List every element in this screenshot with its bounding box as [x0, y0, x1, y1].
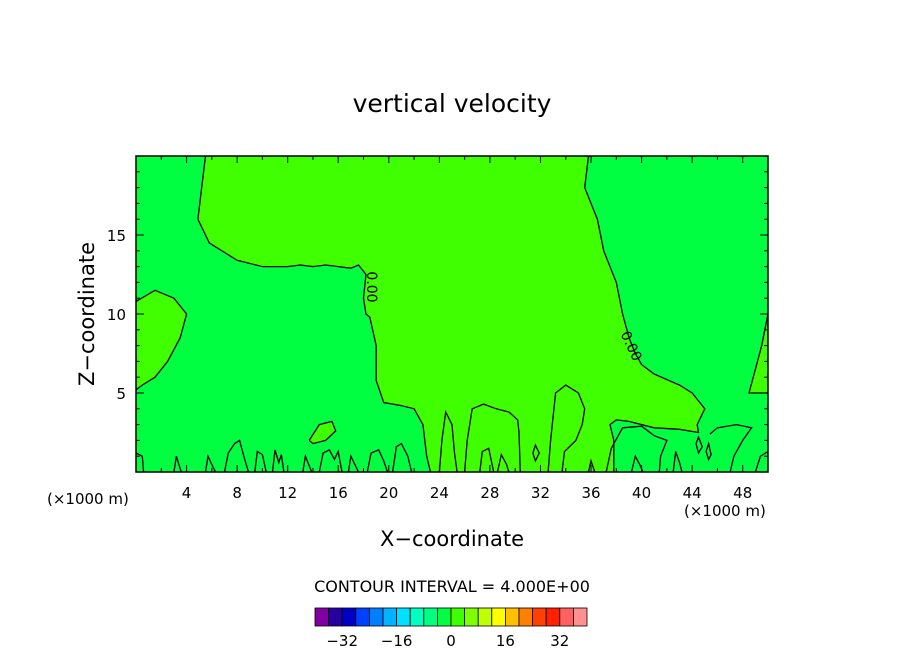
x-tick-label: 16 [329, 484, 348, 502]
positive-region [749, 314, 768, 393]
y-tick-label: 5 [116, 385, 126, 403]
contour-line [135, 452, 145, 473]
contour-line [705, 441, 712, 462]
y-axis: 5 10 15 [107, 171, 768, 457]
contour-line [197, 155, 432, 473]
colorbar-swatch [355, 607, 370, 627]
colorbar: −32 −16 0 16 32 [314, 607, 588, 650]
colorbar-tick-label: 32 [550, 632, 569, 650]
colorbar-swatch [341, 607, 357, 627]
y-tick-label: 10 [107, 306, 126, 324]
contour-line [605, 425, 668, 473]
colorbar-swatch [314, 607, 330, 627]
x-tick-label: 4 [182, 484, 192, 502]
x-tick-label: 36 [581, 484, 600, 502]
contour-line [584, 155, 706, 472]
contour-line [366, 449, 389, 473]
contour-line [754, 450, 769, 473]
colorbar-swatch [423, 607, 438, 627]
colorbar-swatch [532, 607, 547, 627]
colorbar-tick-label: −32 [326, 632, 358, 650]
contour-line [347, 454, 360, 473]
contour-line [463, 403, 521, 473]
colorbar-swatch [559, 607, 574, 627]
colorbar-swatch [573, 607, 588, 627]
contour-line [302, 453, 313, 473]
colorbar-swatch [491, 607, 506, 627]
contour-line [173, 456, 183, 473]
positive-region [136, 290, 187, 390]
x-unit-right: (×1000 m) [684, 502, 766, 520]
contour-lines [135, 155, 769, 473]
x-tick-label: 48 [733, 484, 752, 502]
contour-line [587, 458, 596, 473]
contour-interval: CONTOUR INTERVAL = 4.000E+00 [314, 577, 590, 596]
x-tick-label: 28 [480, 484, 499, 502]
colorbar-swatch [436, 607, 452, 627]
contour-line [695, 435, 704, 455]
chart-title: vertical velocity [353, 89, 552, 118]
colorbar-swatch [396, 607, 411, 627]
x-tick-label: 20 [379, 484, 398, 502]
contour-line [204, 453, 217, 473]
colorbar-tick-label: −16 [381, 632, 413, 650]
contour-line [308, 420, 337, 445]
contour-line [438, 409, 458, 473]
contour-line [223, 439, 250, 473]
colorbar-swatch [518, 607, 534, 627]
contour-line [496, 452, 510, 473]
x-tick-label: 32 [531, 484, 550, 502]
positive-region [309, 421, 336, 444]
colorbar-swatch [545, 607, 561, 627]
colorbar-swatch [368, 607, 384, 627]
colorbar-swatch [328, 607, 343, 627]
x-tick-label: 8 [232, 484, 242, 502]
contour-line [672, 451, 683, 473]
y-tick-label: 15 [107, 227, 126, 245]
x-tick-label: 40 [632, 484, 651, 502]
x-tick-label: 24 [430, 484, 449, 502]
x-axis: 4 8 12 16 20 24 28 32 36 40 44 48 [160, 156, 752, 502]
x-tick-label: 12 [278, 484, 297, 502]
contour-line [479, 447, 495, 473]
colorbar-swatch [464, 607, 479, 627]
x-unit-left: (×1000 m) [47, 490, 129, 508]
contour-line [532, 443, 540, 463]
colorbar-tick-label: 0 [446, 632, 456, 650]
y-axis-title: Z−coordinate [75, 242, 99, 386]
contour-line [254, 450, 267, 473]
x-axis-title: X−coordinate [380, 527, 524, 551]
colorbar-swatch [504, 607, 520, 627]
contour-line [547, 384, 586, 473]
contour-line [135, 289, 188, 391]
contour-line [271, 449, 285, 473]
contour-line [748, 313, 769, 394]
colorbar-swatch [477, 607, 493, 627]
colorbar-swatch [450, 607, 466, 627]
colorbar-tick-label: 16 [496, 632, 515, 650]
contour-line [318, 449, 343, 473]
colorbar-swatch [409, 607, 425, 627]
contour-line [709, 423, 753, 473]
colorbar-swatch [382, 607, 398, 627]
contour-label: 0.00 [363, 271, 379, 302]
contour-line [391, 442, 413, 473]
x-tick-label: 44 [683, 484, 702, 502]
